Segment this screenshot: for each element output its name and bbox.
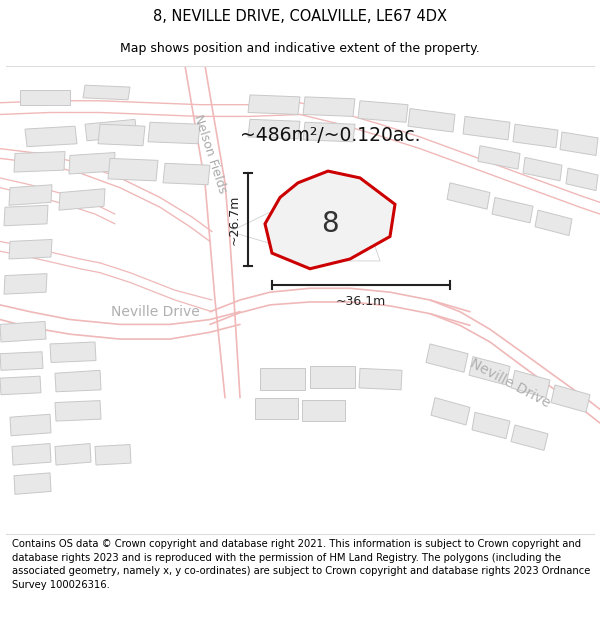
Polygon shape bbox=[472, 412, 510, 439]
Polygon shape bbox=[85, 119, 137, 141]
Polygon shape bbox=[478, 146, 520, 169]
Polygon shape bbox=[260, 368, 305, 390]
Polygon shape bbox=[4, 205, 48, 226]
Polygon shape bbox=[426, 344, 468, 372]
Polygon shape bbox=[14, 151, 65, 172]
Polygon shape bbox=[248, 95, 300, 114]
Text: 8: 8 bbox=[321, 210, 339, 238]
Polygon shape bbox=[50, 342, 96, 362]
Polygon shape bbox=[0, 352, 43, 370]
Polygon shape bbox=[163, 163, 210, 185]
Polygon shape bbox=[255, 398, 298, 419]
Polygon shape bbox=[535, 210, 572, 236]
Polygon shape bbox=[98, 124, 145, 146]
Polygon shape bbox=[9, 239, 52, 259]
Polygon shape bbox=[303, 122, 355, 142]
Text: Nelson Fields: Nelson Fields bbox=[191, 112, 229, 194]
Polygon shape bbox=[12, 444, 51, 465]
Text: 8, NEVILLE DRIVE, COALVILLE, LE67 4DX: 8, NEVILLE DRIVE, COALVILLE, LE67 4DX bbox=[153, 9, 447, 24]
Text: ~36.1m: ~36.1m bbox=[336, 295, 386, 308]
Polygon shape bbox=[59, 189, 105, 210]
Polygon shape bbox=[359, 368, 402, 390]
Polygon shape bbox=[303, 97, 355, 116]
Polygon shape bbox=[55, 401, 101, 421]
Polygon shape bbox=[248, 119, 300, 139]
Text: Map shows position and indicative extent of the property.: Map shows position and indicative extent… bbox=[120, 42, 480, 54]
Polygon shape bbox=[55, 444, 91, 465]
Polygon shape bbox=[4, 274, 47, 294]
Polygon shape bbox=[560, 132, 598, 156]
Polygon shape bbox=[511, 370, 550, 398]
Polygon shape bbox=[523, 158, 562, 181]
Polygon shape bbox=[95, 444, 131, 465]
Polygon shape bbox=[469, 357, 510, 385]
Polygon shape bbox=[25, 126, 77, 147]
Polygon shape bbox=[265, 171, 395, 269]
Polygon shape bbox=[310, 366, 355, 388]
Polygon shape bbox=[511, 425, 548, 451]
Polygon shape bbox=[431, 398, 470, 425]
Polygon shape bbox=[108, 158, 158, 181]
Polygon shape bbox=[148, 122, 200, 144]
Polygon shape bbox=[83, 85, 130, 100]
Polygon shape bbox=[463, 116, 510, 140]
Polygon shape bbox=[0, 376, 41, 395]
Polygon shape bbox=[358, 101, 408, 122]
Text: Neville Drive: Neville Drive bbox=[467, 356, 553, 410]
Text: ~486m²/~0.120ac.: ~486m²/~0.120ac. bbox=[240, 126, 420, 146]
Text: Contains OS data © Crown copyright and database right 2021. This information is : Contains OS data © Crown copyright and d… bbox=[12, 539, 590, 590]
Text: Neville Drive: Neville Drive bbox=[110, 305, 199, 319]
Polygon shape bbox=[302, 399, 345, 421]
Polygon shape bbox=[447, 182, 490, 209]
Polygon shape bbox=[10, 414, 51, 436]
Polygon shape bbox=[55, 370, 101, 392]
Polygon shape bbox=[566, 168, 598, 191]
Polygon shape bbox=[0, 321, 46, 342]
Polygon shape bbox=[408, 109, 455, 132]
Polygon shape bbox=[551, 385, 590, 412]
Polygon shape bbox=[492, 198, 533, 223]
Polygon shape bbox=[20, 90, 70, 104]
Polygon shape bbox=[14, 473, 51, 494]
Polygon shape bbox=[9, 185, 52, 205]
Polygon shape bbox=[513, 124, 558, 148]
Text: ~26.7m: ~26.7m bbox=[228, 194, 241, 244]
Polygon shape bbox=[69, 152, 115, 174]
